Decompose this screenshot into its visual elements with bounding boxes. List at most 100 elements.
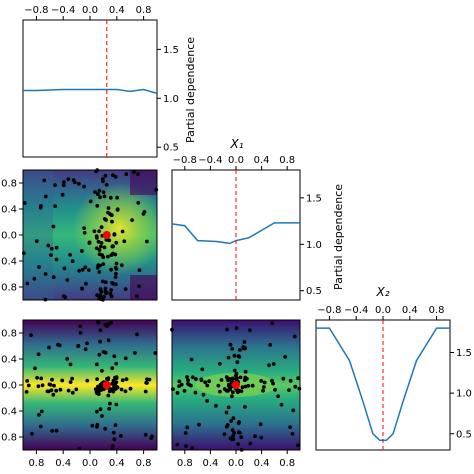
sample-point xyxy=(32,276,37,281)
sample-point xyxy=(109,288,113,292)
sample-point xyxy=(26,383,31,388)
y-tick-label: 0.4 xyxy=(1,407,17,418)
sample-point xyxy=(40,383,45,388)
sample-point xyxy=(135,294,139,299)
sample-point xyxy=(30,431,34,436)
x-tick-label: 0.8 xyxy=(136,458,152,469)
sample-point xyxy=(236,430,241,435)
sample-point xyxy=(106,338,111,343)
sample-point xyxy=(111,282,116,286)
y-tick-label: 0.4 xyxy=(1,355,17,366)
sample-point xyxy=(229,419,234,423)
sample-point xyxy=(123,356,128,361)
sample-point xyxy=(144,380,149,385)
sample-point xyxy=(104,218,108,222)
sample-point xyxy=(34,239,39,244)
sample-point xyxy=(70,390,75,395)
sample-point xyxy=(101,190,106,195)
sample-point xyxy=(236,442,241,446)
sample-point xyxy=(273,387,277,392)
sample-point xyxy=(232,368,237,373)
sample-point xyxy=(33,366,37,371)
sample-point xyxy=(296,443,300,448)
x-tick-label: 0.8 xyxy=(279,155,295,166)
sample-point xyxy=(186,378,190,382)
x-tick-label: 0.0 xyxy=(82,5,98,16)
sample-point xyxy=(108,401,112,406)
sample-point xyxy=(190,446,195,450)
sample-point xyxy=(52,383,56,388)
pd-x0-right-ticks: 0.5 1.0 1.5 xyxy=(157,45,179,154)
sample-point xyxy=(114,271,118,276)
sample-point xyxy=(78,330,83,335)
sample-point xyxy=(219,378,224,382)
sample-point xyxy=(85,378,90,383)
sample-point xyxy=(190,375,195,380)
sample-point xyxy=(112,437,117,442)
sample-point xyxy=(243,384,248,389)
sample-point xyxy=(96,239,101,244)
sample-point xyxy=(228,342,233,347)
sample-point xyxy=(226,355,231,360)
sample-point xyxy=(268,343,273,347)
sample-point xyxy=(270,378,274,383)
sample-point xyxy=(60,192,65,197)
sample-point xyxy=(113,275,118,279)
sample-point xyxy=(238,348,242,352)
y-tick-label: 0.8 xyxy=(1,433,17,444)
sample-point xyxy=(66,388,71,393)
sample-point xyxy=(36,352,41,357)
y-tick-label: 0.8 xyxy=(1,283,17,294)
sample-point xyxy=(58,387,63,392)
sample-point xyxy=(153,351,158,355)
contour-x1-x2-samples xyxy=(170,321,302,452)
sample-point xyxy=(175,391,180,395)
sample-point xyxy=(87,240,92,245)
sample-point xyxy=(290,432,295,436)
sample-point xyxy=(101,297,105,302)
sample-point xyxy=(276,394,280,399)
sample-point xyxy=(228,436,233,441)
sample-point xyxy=(96,320,100,324)
sample-point xyxy=(95,391,99,396)
pd-x0-ylabel: Partial dependence xyxy=(184,37,197,143)
sample-point xyxy=(114,402,119,407)
y-tick-label: 0.4 xyxy=(1,257,17,268)
y-tick-label: 1.0 xyxy=(306,240,322,251)
sample-point xyxy=(103,322,107,327)
sample-point xyxy=(57,343,62,348)
sample-point xyxy=(217,361,222,366)
sample-point xyxy=(239,448,244,452)
sample-point xyxy=(54,428,59,433)
sample-point xyxy=(92,229,97,234)
sample-point xyxy=(62,180,66,184)
sample-point xyxy=(83,347,88,352)
sample-point xyxy=(37,265,41,269)
pd-x0-curve xyxy=(23,88,158,95)
sample-point xyxy=(54,257,59,262)
contour-x0-x1-y-ticks: 0.8 0.4 0.0 0.4 0.8 xyxy=(1,179,23,294)
sample-point xyxy=(109,267,113,272)
y-tick-label: 0.4 xyxy=(1,205,17,216)
sample-point xyxy=(102,194,107,199)
sample-point xyxy=(205,383,210,388)
sample-point xyxy=(65,278,70,282)
sample-point xyxy=(95,265,100,270)
sample-point xyxy=(194,377,198,381)
sample-point xyxy=(227,377,232,381)
x-tick-label: 0.4 xyxy=(55,458,71,469)
x-tick-label: −0.8 xyxy=(173,155,197,166)
x-tick-label: 0.8 xyxy=(429,305,445,316)
sample-point xyxy=(68,253,72,257)
sample-point xyxy=(111,251,115,256)
sample-point xyxy=(197,422,201,427)
x-tick-label: 0.4 xyxy=(202,458,218,469)
sample-point xyxy=(224,410,229,415)
x-tick-label: −0.8 xyxy=(24,5,48,16)
sample-point xyxy=(35,375,39,380)
sample-point xyxy=(36,384,41,389)
sample-point xyxy=(270,321,275,326)
sample-point xyxy=(94,246,99,251)
sample-point xyxy=(222,432,227,437)
sample-point xyxy=(43,194,48,199)
